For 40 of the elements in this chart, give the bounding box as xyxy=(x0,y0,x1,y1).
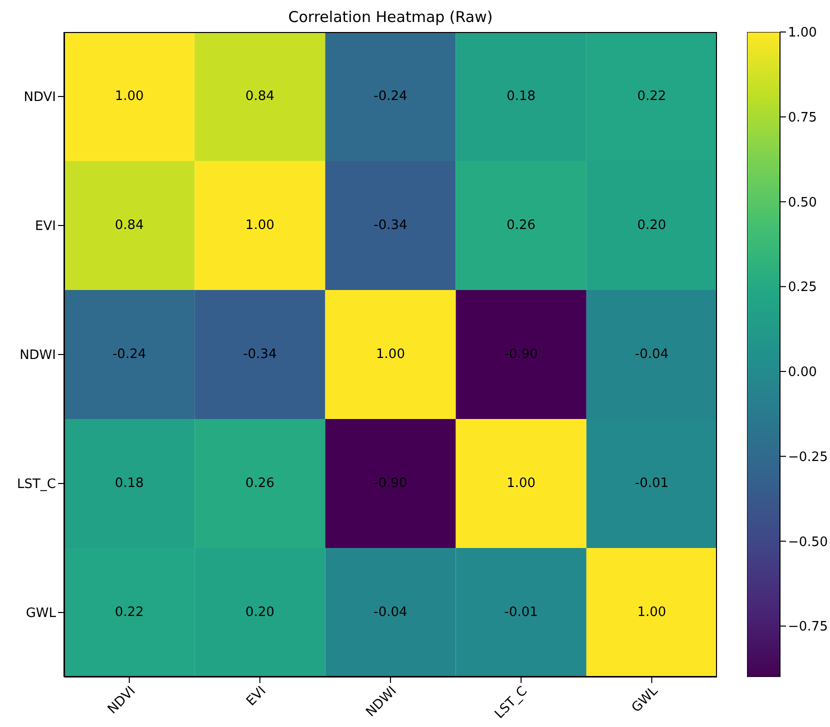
data-label: -0.01 xyxy=(504,605,538,620)
data-label: 1.00 xyxy=(376,347,405,362)
data-label: 1.00 xyxy=(114,89,144,104)
color-bar-label: 1.00 xyxy=(788,26,817,41)
chart-title: Correlation Heatmap (Raw) xyxy=(287,8,494,26)
color-bar-label: 0.00 xyxy=(788,365,817,380)
data-label: 0.18 xyxy=(114,476,144,491)
data-label: 1.00 xyxy=(637,605,666,620)
data-label: 1.00 xyxy=(506,476,536,491)
y-tick-label: GWL xyxy=(26,606,57,622)
color-bar-label: −0.75 xyxy=(788,620,828,635)
data-label: -0.24 xyxy=(112,347,146,362)
data-label: -0.90 xyxy=(374,476,408,491)
color-bar-label: −0.50 xyxy=(788,534,828,550)
color-bar-label: 0.25 xyxy=(788,280,817,296)
data-label: 0.22 xyxy=(114,605,144,620)
y-tick-label: LST_C xyxy=(16,477,56,492)
data-label: -0.24 xyxy=(374,89,408,104)
data-label: 0.20 xyxy=(245,605,274,620)
data-label: -0.01 xyxy=(634,476,669,491)
data-label: -0.34 xyxy=(243,347,277,362)
data-label: 0.20 xyxy=(637,218,666,233)
y-tick-label: EVI xyxy=(35,219,56,234)
data-label: 1.00 xyxy=(245,218,274,233)
data-label: -0.34 xyxy=(374,218,408,233)
data-label: 0.26 xyxy=(245,476,274,491)
data-label: -0.90 xyxy=(504,347,538,362)
y-tick-label: NDVI xyxy=(24,90,56,106)
data-label: 0.18 xyxy=(506,89,536,104)
color-bar-label: 0.50 xyxy=(788,195,817,210)
y-tick-label: NDWI xyxy=(20,348,56,364)
data-label: 0.84 xyxy=(114,218,144,233)
data-label: -0.04 xyxy=(634,347,669,362)
color-bar-label: −0.25 xyxy=(788,450,828,465)
data-label: 0.84 xyxy=(245,89,274,104)
data-label: -0.04 xyxy=(374,605,408,620)
x-tick-label: EVI xyxy=(244,684,270,710)
data-label: 0.26 xyxy=(506,218,536,233)
color-bar-label: 0.75 xyxy=(788,110,817,126)
data-label: 0.22 xyxy=(637,89,666,104)
